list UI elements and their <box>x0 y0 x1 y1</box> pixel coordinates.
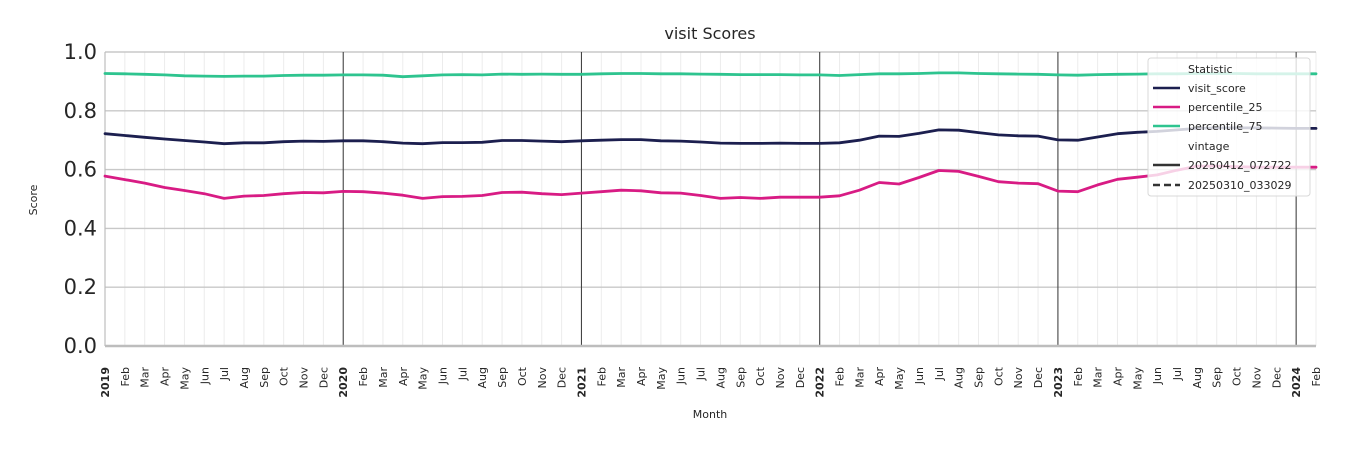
x-tick-label-year: 2022 <box>814 367 827 398</box>
x-tick-labels: 2019 Feb Mar Apr May Jun Jul Aug Sep Oct Nov Dec 202… <box>99 366 1323 397</box>
x-tick-label: Nov <box>1012 367 1025 389</box>
legend-label-percentile-75: percentile_75 <box>1188 120 1263 133</box>
y-axis-label: Score <box>27 184 40 215</box>
x-tick-label: Feb <box>119 367 132 386</box>
x-tick-label: Sep <box>1211 367 1224 388</box>
series-line-visit-score <box>103 126 1318 146</box>
x-tick-label: Jun <box>437 367 450 385</box>
x-tick-label: Jul <box>456 367 469 381</box>
x-tick-label: Feb <box>1072 367 1085 386</box>
x-tick-label: Sep <box>258 367 271 388</box>
x-tick-label: Mar <box>139 367 152 388</box>
x-tick-label: Jun <box>675 367 688 385</box>
y-tick-label: 1.0 <box>64 40 97 64</box>
legend: Statistic visit_score percentile_25percen… <box>1147 57 1311 197</box>
x-tick-label: Jul <box>1171 367 1184 381</box>
x-tick-label: Apr <box>397 367 410 387</box>
x-tick-label: Oct <box>1231 366 1244 386</box>
x-tick-label: Oct <box>992 366 1005 386</box>
x-tick-label: Apr <box>635 367 648 387</box>
minor-gridlines <box>124 52 1317 346</box>
x-tick-label: Jun <box>913 367 926 385</box>
x-tick-label-year: 2020 <box>337 367 350 398</box>
x-tick-label-year: 2021 <box>576 367 589 398</box>
x-tick-label-year: 2019 <box>99 367 112 398</box>
x-tick-label: Dec <box>556 367 569 388</box>
x-tick-label: Mar <box>377 367 390 388</box>
major-gridlines <box>105 51 1316 288</box>
x-tick-label: Dec <box>317 367 330 388</box>
x-tick-label: Sep <box>973 367 986 388</box>
x-tick-label: Nov <box>774 367 787 389</box>
x-tick-label-year: 2023 <box>1052 367 1065 398</box>
series-lines <box>103 71 1318 200</box>
x-tick-label: Oct <box>754 366 767 386</box>
x-tick-label: Aug <box>714 367 727 388</box>
legend-label-visit-score: visit_score <box>1188 82 1246 95</box>
x-tick-label: May <box>1131 367 1144 390</box>
x-tick-label: Feb <box>1310 367 1323 386</box>
x-tick-label: Jul <box>695 367 708 381</box>
x-tick-label: Nov <box>1250 367 1263 389</box>
y-tick-label: 0.4 <box>64 216 97 240</box>
x-tick-label: May <box>655 367 668 390</box>
x-tick-label: Feb <box>834 367 847 386</box>
x-tick-label: Apr <box>1112 367 1125 387</box>
x-tick-label: Aug <box>953 367 966 388</box>
x-tick-label: Sep <box>496 367 509 388</box>
x-tick-label: Aug <box>476 367 489 388</box>
x-tick-label: Sep <box>734 367 747 388</box>
y-tick-label: 0.6 <box>64 158 97 182</box>
chart-title: visit Scores <box>664 24 755 43</box>
x-tick-label: Dec <box>794 367 807 388</box>
x-tick-label: Dec <box>1270 367 1283 388</box>
x-tick-label: Oct <box>516 366 529 386</box>
y-tick-label: 0.8 <box>64 99 97 123</box>
axes <box>104 52 1316 348</box>
x-tick-label: May <box>893 367 906 390</box>
x-tick-label: Oct <box>278 366 291 386</box>
legend-label-vintage: 20250310_033029 <box>1188 179 1291 192</box>
x-tick-label: Dec <box>1032 367 1045 388</box>
x-tick-label: Mar <box>853 367 866 388</box>
x-tick-label: Aug <box>238 367 251 388</box>
y-tick-labels: 0.0 0.2 0.4 0.6 0.8 1.0 <box>64 40 97 358</box>
x-tick-label: Jul <box>933 367 946 381</box>
series-line-percentile-75 <box>103 71 1318 79</box>
legend-title-vintage: vintage <box>1188 140 1230 153</box>
x-tick-label: Feb <box>357 367 370 386</box>
x-tick-label: May <box>417 367 430 390</box>
x-tick-label: Aug <box>1191 367 1204 388</box>
x-tick-label-year: 2024 <box>1290 367 1303 398</box>
x-tick-label: Jun <box>198 367 211 385</box>
x-tick-label: Nov <box>536 367 549 389</box>
y-tick-label: 0.2 <box>64 275 97 299</box>
legend-label-vintage: 20250412_072722 <box>1188 159 1291 172</box>
x-tick-label: Jul <box>218 367 231 381</box>
legend-box <box>1147 57 1311 197</box>
legend-title-statistic: Statistic <box>1188 63 1233 76</box>
x-tick-label: Nov <box>298 367 311 389</box>
x-tick-label: May <box>178 367 191 390</box>
legend-label-percentile-25: percentile_25 <box>1188 101 1263 114</box>
x-tick-label: Apr <box>873 367 886 387</box>
x-tick-label: Mar <box>615 367 628 388</box>
series-line-percentile-25 <box>103 164 1318 200</box>
x-axis-label: Month <box>693 408 728 421</box>
x-tick-label: Feb <box>595 367 608 386</box>
y-tick-label: 0.0 <box>64 334 97 358</box>
x-tick-label: Apr <box>159 367 172 387</box>
x-tick-label: Mar <box>1092 367 1105 388</box>
x-tick-label: Jun <box>1151 367 1164 385</box>
